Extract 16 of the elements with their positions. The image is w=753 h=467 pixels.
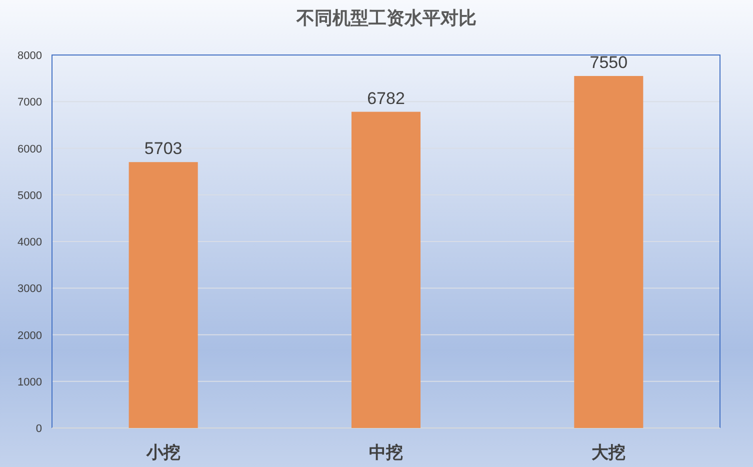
y-tick-label: 8000	[18, 50, 42, 62]
y-tick-label: 5000	[18, 190, 42, 202]
data-label: 6782	[367, 88, 405, 108]
y-tick-label: 1000	[18, 376, 42, 388]
x-tick-label: 中挖	[369, 443, 403, 462]
y-tick-label: 7000	[18, 96, 42, 109]
chart-title: 不同机型工资水平对比	[296, 8, 476, 28]
data-label: 5703	[144, 139, 182, 158]
y-tick-label: 6000	[18, 143, 42, 156]
y-tick-label: 4000	[18, 236, 42, 248]
y-tick-label: 2000	[18, 330, 42, 342]
x-tick-label: 小挖	[145, 443, 180, 462]
x-tick-label: 大挖	[592, 443, 626, 462]
y-tick-label: 0	[36, 423, 42, 435]
y-tick-label: 3000	[18, 283, 42, 296]
data-label: 7550	[590, 52, 628, 72]
